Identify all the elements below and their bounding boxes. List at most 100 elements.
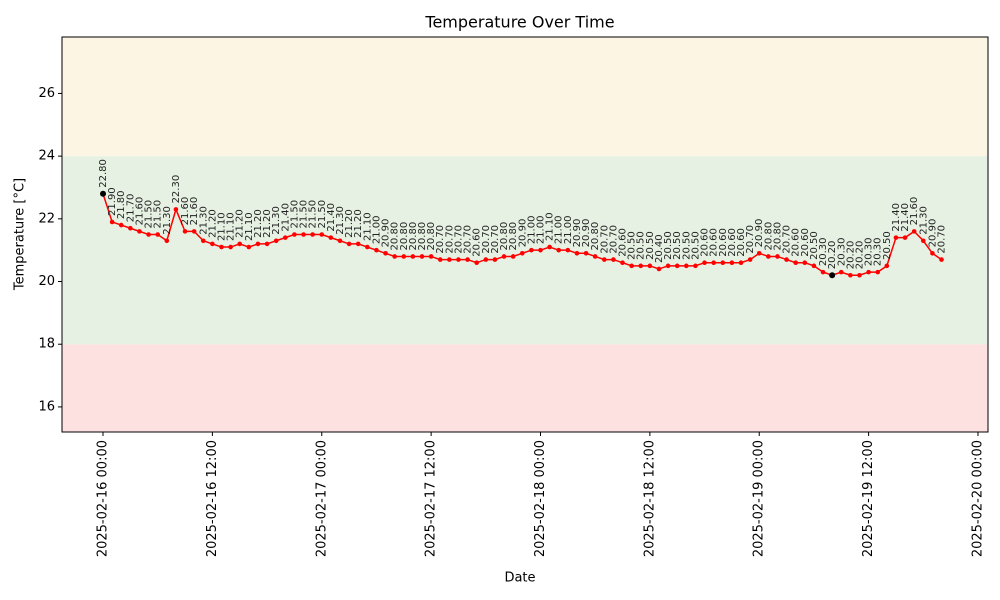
point bbox=[118, 222, 124, 228]
point bbox=[137, 229, 142, 234]
point bbox=[310, 232, 315, 237]
data-label: 21.90 bbox=[107, 187, 118, 216]
data-label: 20.20 bbox=[845, 241, 856, 270]
point bbox=[128, 225, 133, 231]
data-label: 22.30 bbox=[171, 175, 182, 204]
point bbox=[501, 254, 507, 259]
data-label: 20.80 bbox=[590, 222, 601, 251]
y-tick-label: 18 bbox=[38, 337, 55, 352]
point bbox=[838, 269, 844, 275]
point bbox=[848, 272, 853, 278]
point bbox=[301, 232, 306, 237]
data-label: 20.70 bbox=[435, 225, 446, 254]
point bbox=[273, 238, 279, 244]
data-label: 20.70 bbox=[481, 225, 492, 254]
data-label: 21.00 bbox=[371, 216, 382, 245]
point bbox=[465, 257, 470, 262]
point bbox=[656, 266, 662, 272]
data-label: 20.50 bbox=[627, 231, 638, 260]
x-tick-label: 2025-02-19 12:00 bbox=[861, 440, 876, 557]
band bbox=[62, 344, 988, 432]
data-label: 20.90 bbox=[927, 219, 938, 248]
point bbox=[437, 257, 443, 262]
data-label: 20.60 bbox=[718, 228, 729, 257]
point bbox=[820, 269, 826, 275]
point bbox=[693, 263, 698, 269]
data-label: 20.70 bbox=[453, 225, 464, 254]
extreme-point bbox=[829, 272, 836, 279]
data-label: 20.30 bbox=[873, 237, 884, 266]
point bbox=[720, 260, 726, 266]
data-label: 21.50 bbox=[308, 200, 319, 229]
data-label: 21.20 bbox=[235, 209, 246, 238]
point bbox=[930, 251, 935, 256]
data-label: 20.70 bbox=[937, 225, 948, 254]
data-label: 21.60 bbox=[134, 197, 145, 226]
data-label: 21.10 bbox=[545, 212, 556, 241]
data-label: 21.40 bbox=[900, 203, 911, 232]
data-label: 21.30 bbox=[335, 206, 346, 235]
point bbox=[911, 229, 917, 234]
point bbox=[428, 254, 434, 259]
band bbox=[62, 156, 988, 345]
data-label: 20.70 bbox=[782, 225, 793, 254]
point bbox=[182, 229, 188, 234]
point bbox=[173, 207, 179, 212]
data-label: 20.70 bbox=[599, 225, 610, 254]
data-label: 21.80 bbox=[116, 190, 127, 219]
data-label: 21.30 bbox=[198, 206, 209, 235]
data-label: 20.70 bbox=[490, 225, 501, 254]
point bbox=[228, 244, 233, 250]
data-label: 20.80 bbox=[417, 222, 428, 251]
data-label: 21.20 bbox=[353, 209, 364, 238]
point bbox=[529, 247, 534, 253]
data-label: 21.00 bbox=[554, 216, 565, 245]
data-label: 20.30 bbox=[864, 237, 875, 266]
data-label: 20.80 bbox=[399, 222, 410, 251]
x-tick-label: 2025-02-18 00:00 bbox=[533, 440, 548, 557]
data-label: 20.60 bbox=[727, 228, 738, 257]
data-label: 21.70 bbox=[125, 194, 136, 223]
point bbox=[775, 254, 780, 259]
point bbox=[474, 260, 479, 266]
point bbox=[766, 254, 771, 259]
data-label: 20.20 bbox=[827, 241, 838, 270]
point bbox=[629, 263, 634, 269]
data-label: 20.90 bbox=[754, 219, 765, 248]
point bbox=[282, 235, 288, 240]
point bbox=[866, 269, 871, 275]
data-label: 20.60 bbox=[700, 228, 711, 257]
point bbox=[164, 238, 170, 244]
point bbox=[893, 235, 899, 240]
x-tick-label: 2025-02-19 00:00 bbox=[752, 440, 767, 557]
data-label: 21.00 bbox=[563, 216, 574, 245]
point bbox=[401, 254, 407, 259]
point bbox=[155, 232, 160, 237]
data-label: 21.00 bbox=[535, 216, 546, 245]
point bbox=[109, 219, 115, 225]
point bbox=[920, 238, 926, 244]
point bbox=[684, 263, 689, 269]
x-tick-label: 2025-02-16 12:00 bbox=[205, 440, 220, 557]
point bbox=[292, 232, 297, 237]
point bbox=[556, 247, 562, 253]
data-label: 20.90 bbox=[381, 219, 392, 248]
data-label: 21.20 bbox=[344, 209, 355, 238]
data-label: 20.80 bbox=[772, 222, 783, 251]
data-label: 20.80 bbox=[499, 222, 510, 251]
data-label: 21.50 bbox=[153, 200, 164, 229]
point bbox=[210, 241, 215, 247]
data-label: 21.50 bbox=[299, 200, 310, 229]
data-label: 20.80 bbox=[763, 222, 774, 251]
band bbox=[62, 37, 988, 157]
data-label: 20.30 bbox=[836, 237, 847, 266]
data-label: 21.50 bbox=[317, 200, 328, 229]
data-label: 20.60 bbox=[736, 228, 747, 257]
data-label: 20.50 bbox=[882, 231, 893, 260]
data-label: 20.50 bbox=[681, 231, 692, 260]
point bbox=[857, 272, 862, 278]
y-tick-label: 24 bbox=[38, 149, 55, 164]
data-label: 21.40 bbox=[326, 203, 337, 232]
point bbox=[319, 232, 325, 237]
